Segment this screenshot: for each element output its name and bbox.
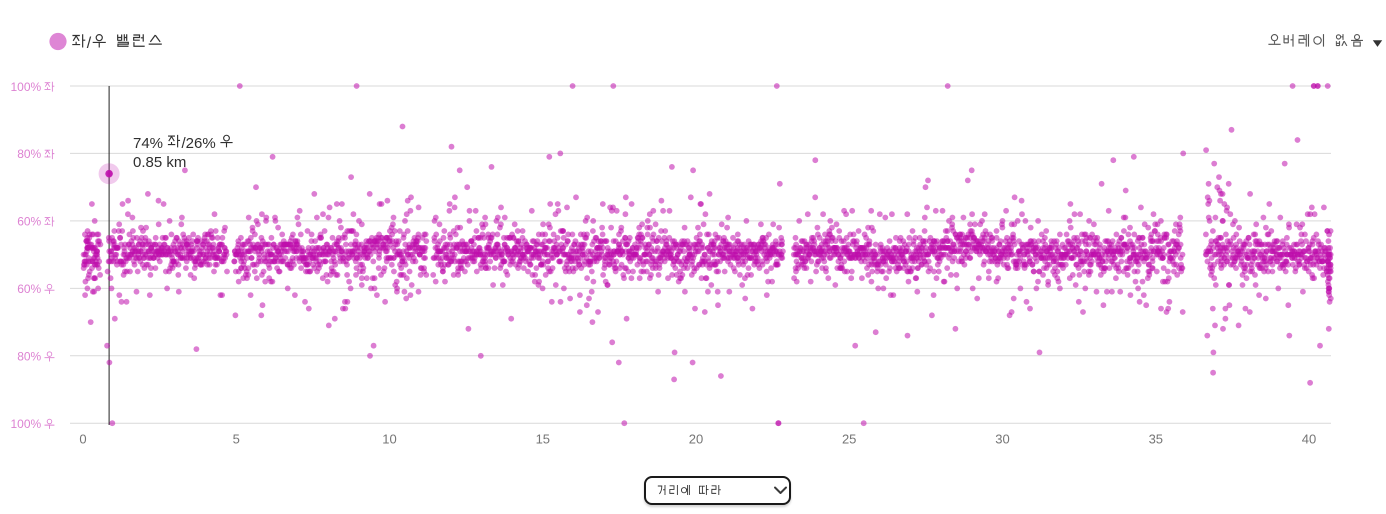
- svg-text:80%: 80%: [17, 350, 41, 364]
- svg-text:74%: 74%: [133, 135, 163, 152]
- svg-text:100%: 100%: [11, 80, 42, 94]
- svg-text:40: 40: [1302, 432, 1316, 447]
- svg-text:80%: 80%: [17, 147, 41, 161]
- svg-text:20: 20: [689, 432, 703, 447]
- svg-text:5: 5: [233, 432, 240, 447]
- svg-text:60%: 60%: [17, 282, 41, 296]
- svg-text:/: /: [87, 35, 92, 52]
- svg-text:35: 35: [1149, 432, 1163, 447]
- svg-text:30: 30: [995, 432, 1009, 447]
- svg-text:0.85 km: 0.85 km: [133, 154, 186, 171]
- svg-text:100%: 100%: [11, 417, 42, 431]
- svg-text:10: 10: [382, 432, 396, 447]
- svg-text:15: 15: [536, 432, 550, 447]
- svg-text:0: 0: [79, 432, 86, 447]
- svg-text:60%: 60%: [17, 215, 41, 229]
- svg-text:25: 25: [842, 432, 856, 447]
- svg-text:/26%: /26%: [182, 135, 216, 152]
